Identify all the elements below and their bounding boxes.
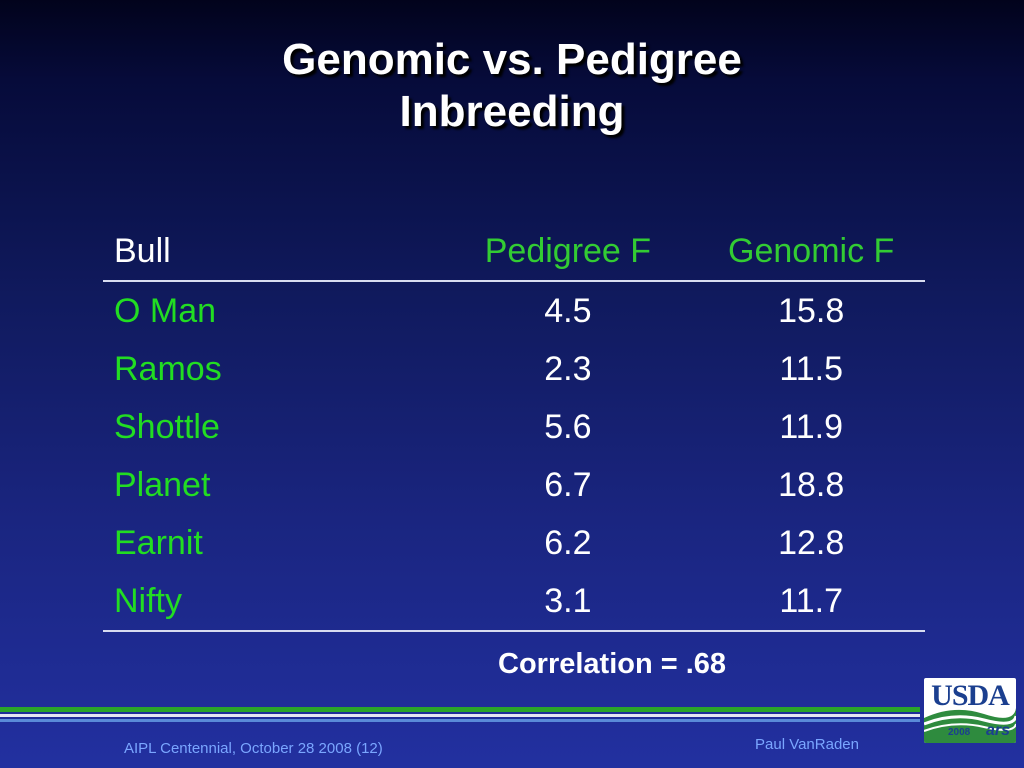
slide-title-line2: Inbreeding (399, 87, 625, 136)
bull-name: Ramos (114, 349, 222, 388)
pedigree-f-value: 6.2 (544, 523, 592, 562)
table-header-row: Bull Pedigree F Genomic F (103, 222, 925, 282)
bull-name: Planet (114, 465, 211, 504)
usda-logo: USDA 2008 ars (924, 678, 1016, 743)
footer-divider-blue (0, 719, 920, 722)
genomic-f-value: 15.8 (778, 291, 845, 330)
table-row: O Man 4.5 15.8 (103, 281, 925, 340)
usda-logo-text: USDA (931, 679, 1010, 712)
genomic-f-value: 11.5 (779, 349, 843, 388)
usda-logo-graphic (924, 708, 1016, 743)
ars-logo-mark: ars (986, 722, 1011, 739)
table-row: Earnit 6.2 12.8 (103, 514, 925, 572)
footer-divider-green (0, 707, 920, 712)
table-row: Planet 6.7 18.8 (103, 456, 925, 514)
genomic-f-value: 11.7 (697, 572, 925, 632)
pedigree-f-value: 6.7 (544, 465, 592, 504)
header-bull: Bull (103, 222, 439, 282)
bull-name: Shottle (114, 407, 220, 446)
bull-name: Nifty (103, 572, 439, 632)
usda-logo-year: 2008 (948, 727, 971, 738)
table-row: Nifty 3.1 11.7 (103, 572, 925, 632)
header-genomic-f: Genomic F (697, 222, 925, 282)
footer-divider-white (0, 714, 920, 717)
pedigree-f-value: 3.1 (438, 572, 698, 632)
footer-author-label: Paul VanRaden (755, 736, 859, 753)
header-pedigree-f: Pedigree F (438, 222, 698, 282)
table-row: Shottle 5.6 11.9 (103, 398, 925, 456)
table-row: Ramos 2.3 11.5 (103, 340, 925, 398)
bull-name: O Man (114, 291, 217, 330)
slide-title: Genomic vs. Pedigree Inbreeding (0, 34, 1024, 138)
genomic-f-value: 18.8 (778, 465, 845, 504)
pedigree-f-value: 5.6 (544, 407, 592, 446)
correlation-note: Correlation = .68 (498, 648, 727, 680)
bull-name: Earnit (114, 523, 203, 562)
footer-event-label: AIPL Centennial, October 28 2008 (12) (124, 740, 383, 757)
pedigree-f-value: 2.3 (544, 349, 592, 388)
genomic-f-value: 12.8 (778, 523, 845, 562)
inbreeding-table: Bull Pedigree F Genomic F O Man 4.5 15.8… (103, 222, 925, 632)
slide-title-line1: Genomic vs. Pedigree (282, 35, 742, 84)
genomic-f-value: 11.9 (779, 407, 843, 446)
pedigree-f-value: 4.5 (544, 291, 592, 330)
